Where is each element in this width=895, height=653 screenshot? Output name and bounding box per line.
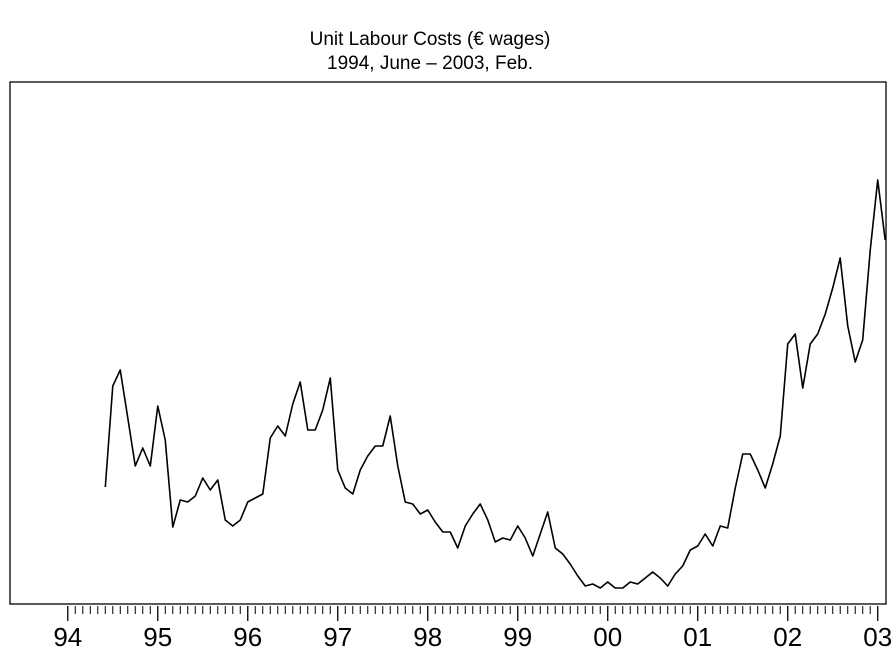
- x-tick-label: 98: [413, 622, 442, 652]
- x-tick-label: 95: [143, 622, 172, 652]
- x-tick-label: 96: [233, 622, 262, 652]
- x-tick-label: 99: [503, 622, 532, 652]
- x-tick-label: 00: [593, 622, 622, 652]
- chart-title: Unit Labour Costs (€ wages): [310, 29, 551, 50]
- chart-subtitle: 1994, June – 2003, Feb.: [327, 53, 533, 74]
- plot-frame: [9, 81, 887, 605]
- x-tick-label: 03: [863, 622, 892, 652]
- x-tick-label: 01: [683, 622, 712, 652]
- x-tick-label: 02: [773, 622, 802, 652]
- data-line: [104, 179, 886, 589]
- x-tick-label: 97: [323, 622, 352, 652]
- x-tick-label: 94: [53, 622, 82, 652]
